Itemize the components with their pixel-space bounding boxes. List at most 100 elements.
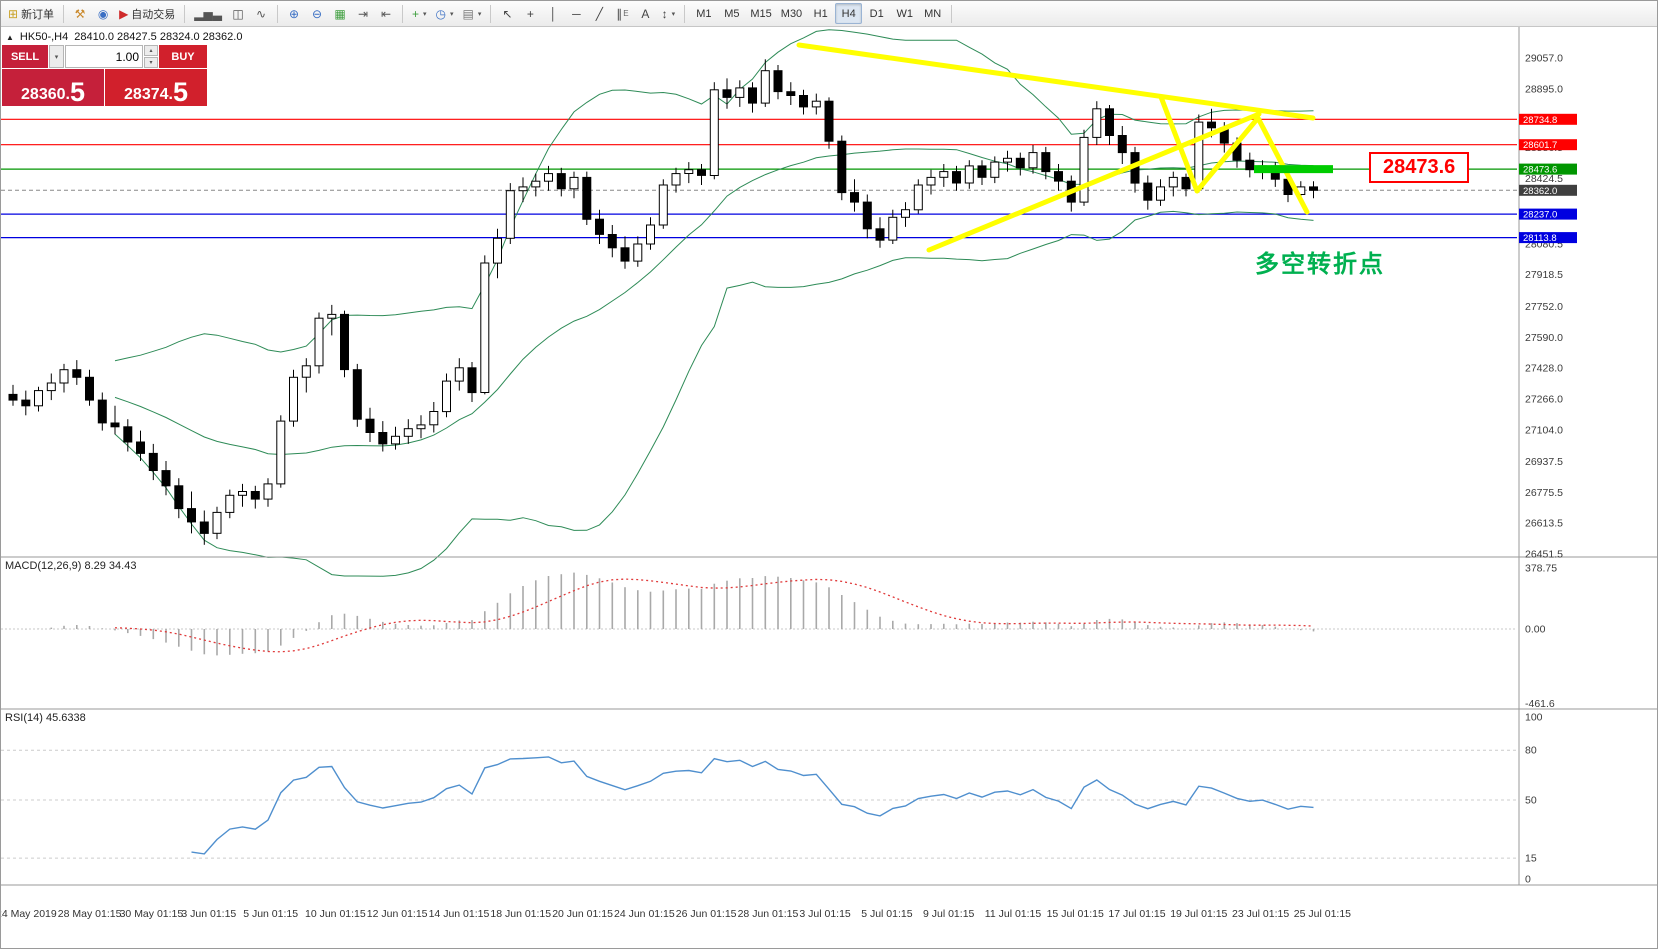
volume-input[interactable] [66, 46, 142, 67]
bar-chart-button[interactable]: ▂▅▃ [190, 3, 226, 24]
profile-icon: ◉ [97, 6, 109, 21]
candlestick-chart-button[interactable]: ◫ [227, 3, 249, 24]
line-chart-button[interactable]: ∿ [250, 3, 272, 24]
yellow-trendline[interactable] [926, 111, 1262, 253]
candle-body [964, 165, 974, 184]
candle-body [1143, 182, 1153, 201]
price-tag-label: 28237.0 [1523, 210, 1557, 221]
new-order-button[interactable]: ⊞ 新订单 [4, 3, 58, 24]
turning-point-text[interactable]: 多空转折点 [1255, 251, 1385, 278]
arrows-button[interactable]: ↕ ▾ [657, 3, 679, 24]
indicators-button[interactable]: + ▾ [408, 3, 431, 24]
volume-box [65, 45, 143, 68]
candle-body [1194, 121, 1204, 190]
bollinger-lower-band [114, 210, 1314, 577]
new-order-icon: ⊞ [8, 6, 19, 21]
periods-button[interactable]: ◷ ▾ [432, 3, 458, 24]
vertical-line-button[interactable]: │ [542, 3, 564, 24]
candle-body [684, 169, 694, 174]
candle-body [314, 317, 324, 367]
volume-decrease-button[interactable]: ▾ [144, 57, 158, 68]
cursor-icon: ↖ [502, 6, 513, 21]
timeframe-m15[interactable]: M15 [746, 3, 775, 24]
price-tick-label: 29057.0 [1525, 53, 1563, 65]
toolbar-separator [63, 4, 65, 23]
toolbox-button[interactable]: ⚒ [69, 3, 91, 24]
candle-body [582, 176, 592, 220]
yellow-trendline[interactable] [1158, 94, 1310, 215]
time-axis-label: 17 Jul 01:15 [1108, 908, 1165, 920]
time-axis-label: 10 Jun 01:15 [305, 908, 366, 920]
tile-windows-button[interactable]: ▦ [329, 3, 351, 24]
timeframe-m1[interactable]: M1 [690, 3, 717, 24]
timeframe-m5[interactable]: M5 [718, 3, 745, 24]
time-axis-label: 3 Jun 01:15 [181, 908, 236, 920]
yellow-trendline[interactable] [796, 42, 1316, 121]
crosshair-button[interactable]: + [519, 3, 541, 24]
sell-button[interactable]: SELL [2, 45, 48, 68]
candle-body [416, 424, 426, 430]
macd-signal-line [114, 578, 1314, 653]
candle-body [1309, 186, 1318, 191]
buy-price[interactable]: 28374. 5 [105, 69, 207, 106]
candle-body [72, 369, 82, 378]
candle-body [110, 422, 120, 428]
time-axis-label: 18 Jun 01:15 [490, 908, 551, 920]
timeframe-h4[interactable]: H4 [835, 3, 863, 24]
timeframe-mn[interactable]: MN [919, 3, 946, 24]
volume-dropdown-button[interactable]: ▾ [49, 45, 64, 68]
time-axis-label: 28 Jun 01:15 [738, 908, 799, 920]
toolbar-separator [951, 4, 953, 23]
zoom-out-button[interactable]: ⊖ [306, 3, 328, 24]
sell-price[interactable]: 28360. 5 [2, 69, 104, 106]
candle-body [888, 216, 898, 241]
collapse-panel-icon[interactable]: ▲ [6, 32, 14, 42]
cursor-button[interactable]: ↖ [496, 3, 518, 24]
profiles-button[interactable]: ◉ [92, 3, 114, 24]
vertical-line-icon: │ [549, 6, 558, 21]
zoom-in-button[interactable]: ⊕ [283, 3, 305, 24]
time-axis-label: 25 Jul 01:15 [1294, 908, 1351, 920]
price-callout[interactable]: 28473.6 [1369, 152, 1470, 183]
candle-body [722, 89, 732, 98]
candle-body [595, 218, 604, 235]
time-axis-label: 24 May 2019 [1, 908, 57, 920]
candle-body [505, 190, 515, 239]
timeframe-h1[interactable]: H1 [807, 3, 834, 24]
hammer-icon: ⚒ [74, 6, 86, 21]
chart-shift-button[interactable]: ⇤ [375, 3, 397, 24]
candle-body [1015, 157, 1025, 169]
timeframe-w1[interactable]: W1 [891, 3, 918, 24]
candle-body [760, 70, 770, 104]
volume-increase-button[interactable]: ▴ [144, 45, 158, 56]
price-tag-label: 28734.8 [1523, 115, 1557, 126]
timeframe-m30[interactable]: M30 [777, 3, 806, 24]
horizontal-line-button[interactable]: ─ [565, 3, 587, 24]
timeframe-d1[interactable]: D1 [863, 3, 890, 24]
candle-body [709, 89, 719, 176]
buy-button[interactable]: BUY [159, 45, 207, 68]
trendline-button[interactable]: ╱ [588, 3, 610, 24]
autotrading-button[interactable]: ▶ 自动交易 [115, 3, 179, 24]
candle-body [97, 399, 107, 424]
macd-label: MACD(12,26,9) 8.29 34.43 [5, 560, 137, 572]
chevron-down-icon: ▾ [477, 10, 482, 18]
candle-body [735, 87, 745, 98]
candle-body [1105, 108, 1114, 137]
rsi-axis-label: 100 [1525, 712, 1543, 724]
text-button[interactable]: A [634, 3, 656, 24]
price-tick-label: 26451.5 [1525, 549, 1563, 561]
candle-body [786, 91, 796, 96]
candle-body [148, 452, 158, 471]
auto-scroll-button[interactable]: ⇥ [352, 3, 374, 24]
volume-spinner: ▴ ▾ [144, 45, 158, 68]
candle-body [607, 234, 617, 249]
time-axis-label: 30 May 01:15 [120, 908, 184, 920]
chevron-down-icon: ▾ [423, 10, 427, 18]
candle-body [952, 171, 961, 184]
channel-button[interactable]: ∥ E [611, 3, 633, 24]
templates-button[interactable]: ▤ ▾ [459, 3, 486, 24]
candle-body [34, 390, 43, 407]
candle-body [1207, 121, 1216, 129]
